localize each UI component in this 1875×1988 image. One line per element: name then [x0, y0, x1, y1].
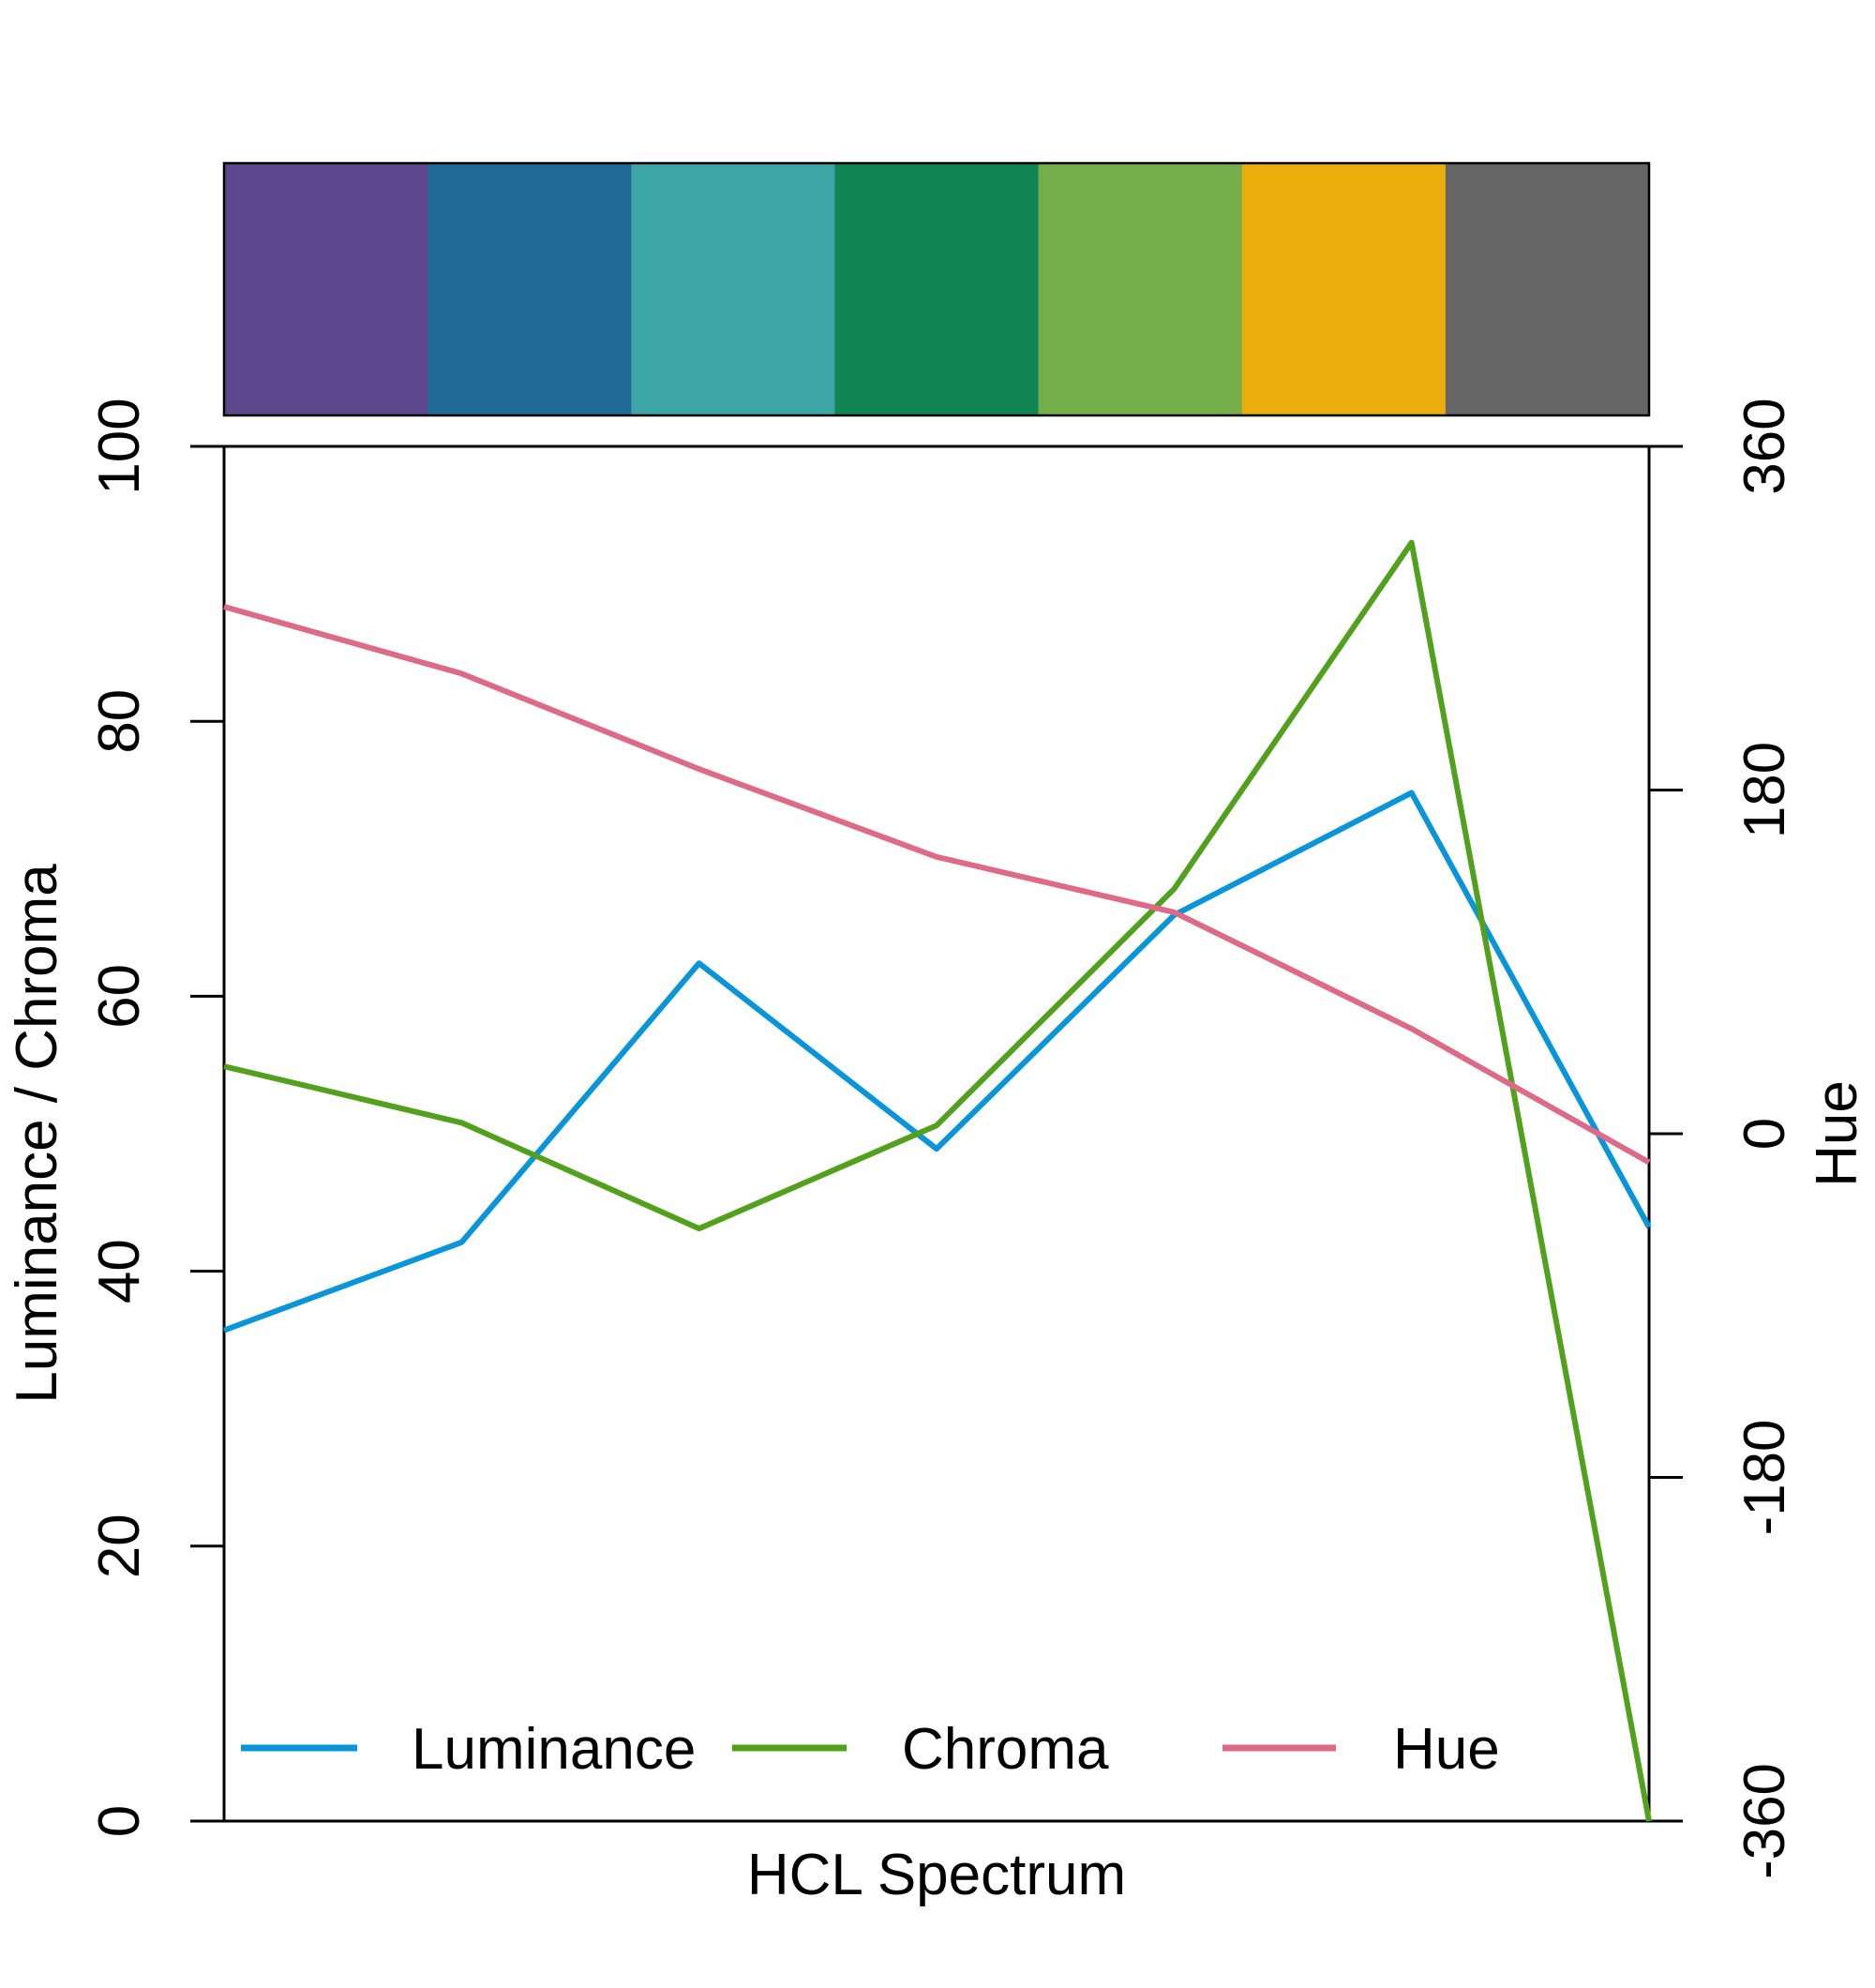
color-swatch — [1445, 163, 1650, 415]
plot-frame — [222, 444, 1651, 1823]
legend-label-hue: Hue — [1393, 1717, 1500, 1782]
x-axis-title: HCL Spectrum — [747, 1843, 1126, 1907]
y-right-tick-label: 180 — [1732, 742, 1797, 838]
y-tick-label: 40 — [87, 1239, 152, 1303]
chroma-line — [223, 539, 1652, 1822]
y-axis-right-title: Hue — [1805, 1080, 1869, 1187]
legend: Luminance Chroma Hue — [241, 1717, 1500, 1782]
swatch-border — [222, 161, 1651, 417]
y-right-tick-label: -360 — [1732, 1763, 1797, 1879]
y-tick-label: 60 — [87, 964, 152, 1029]
y-right-tick-label: 360 — [1732, 398, 1797, 494]
y-tick-label: 0 — [87, 1805, 152, 1837]
luminance-line — [222, 790, 1652, 1333]
color-swatch — [1038, 163, 1243, 415]
color-swatch — [428, 163, 632, 415]
color-swatch — [631, 163, 835, 415]
hue-line — [223, 604, 1651, 1166]
legend-label-luminance: Luminance — [412, 1717, 696, 1782]
y-tick-label: 100 — [87, 398, 152, 494]
legend-label-chroma: Chroma — [902, 1717, 1109, 1782]
y-axis-title: Luminance / Chroma — [5, 864, 69, 1404]
y-tick-label: 80 — [87, 689, 152, 754]
y-right-tick-label: 0 — [1732, 1118, 1797, 1150]
y-right-tick-label: -180 — [1732, 1419, 1797, 1535]
color-swatch — [834, 163, 1040, 415]
color-swatch — [224, 163, 428, 415]
y-tick-label: 20 — [87, 1514, 152, 1578]
color-swatch — [1241, 163, 1447, 415]
color-swatch-bar — [224, 163, 1650, 415]
